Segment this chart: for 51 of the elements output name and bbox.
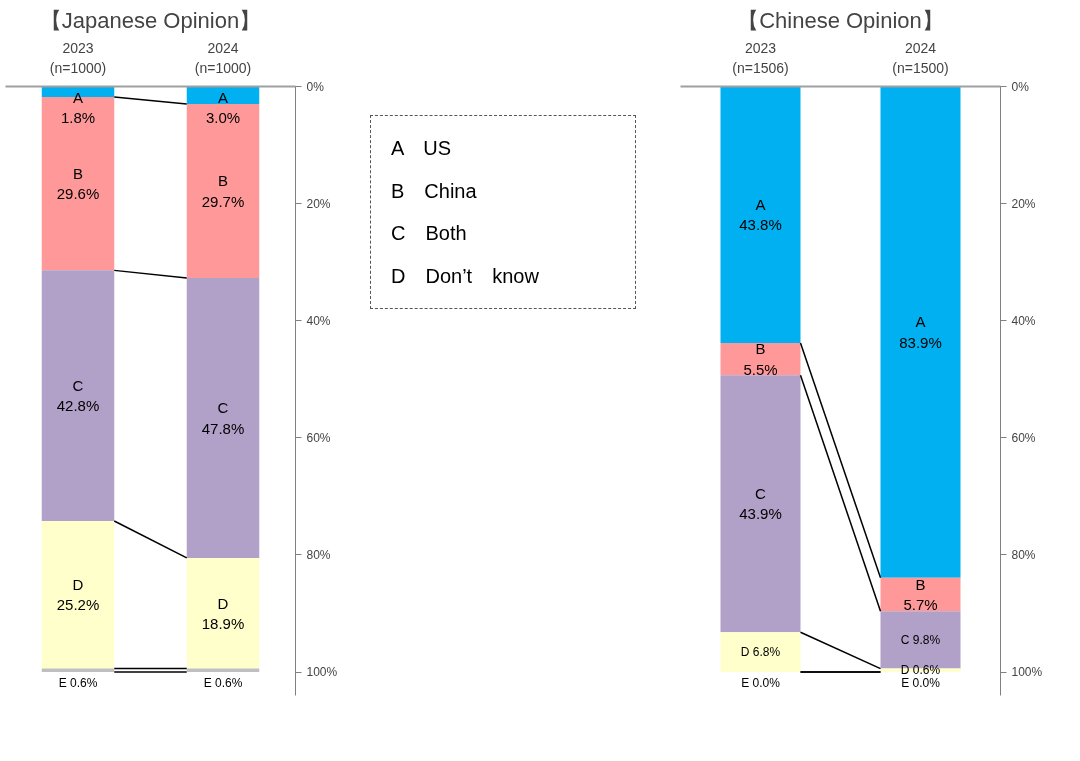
data-label: D 18.9% <box>201 594 245 632</box>
data-label: C 9.8% <box>900 632 941 647</box>
x-tick-label: 2024 (n=1000) <box>194 40 252 76</box>
y-tick-label: 80% <box>306 547 331 562</box>
y-tick-label: 0% <box>306 79 325 94</box>
y-tick-label: 80% <box>1011 547 1036 562</box>
data-label: C 42.8% <box>56 376 100 415</box>
bar <box>186 104 260 278</box>
data-label: A 43.8% <box>739 196 782 234</box>
data-label: B 29.6% <box>56 165 100 203</box>
data-label: B 29.7% <box>201 172 245 210</box>
bar <box>720 375 801 633</box>
text: D Don’t know <box>391 263 540 289</box>
data-label: C 43.9% <box>739 485 782 523</box>
bar <box>186 557 260 669</box>
chart-title: 【Chinese Opinion】 <box>737 7 944 33</box>
data-label: D 0.6% <box>900 663 941 678</box>
data-label: E 0.6% <box>203 676 243 691</box>
data-label: A 83.9% <box>899 313 942 351</box>
data-label: A 3.0% <box>205 88 241 126</box>
y-tick-label: 100% <box>1011 665 1043 680</box>
data-label: D 25.2% <box>56 576 100 614</box>
y-tick-label: 0% <box>1011 79 1030 94</box>
text: A US <box>391 136 453 161</box>
bar <box>41 270 115 521</box>
data-label: D 6.8% <box>740 645 781 660</box>
bar <box>720 86 801 343</box>
y-tick-label: 60% <box>306 430 331 445</box>
bar <box>880 577 961 612</box>
y-tick-label: 100% <box>306 665 338 680</box>
data-label: E 0.0% <box>741 676 781 691</box>
y-tick-label: 40% <box>306 313 331 328</box>
y-tick-label: 40% <box>1011 313 1036 328</box>
text: B China <box>391 178 478 204</box>
bar <box>720 632 801 673</box>
bar <box>186 277 260 558</box>
data-label: E 0.6% <box>58 676 98 691</box>
x-tick-label: 2024 (n=1500) <box>892 40 949 76</box>
data-label: B 5.5% <box>743 340 778 378</box>
y-tick-label: 20% <box>1011 196 1036 211</box>
y-tick-label: 60% <box>1011 430 1036 445</box>
bar <box>41 521 115 669</box>
x-tick-label: 2023 (n=1506) <box>732 40 789 76</box>
bar <box>880 86 961 578</box>
text: C Both <box>391 221 468 247</box>
y-tick-label: 20% <box>306 196 331 211</box>
data-label: C 47.8% <box>201 399 245 437</box>
x-tick-label: 2023 (n=1000) <box>49 40 107 76</box>
chart-title: 【Japanese Opinion】 <box>39 7 262 33</box>
data-label: E 0.0% <box>901 676 941 691</box>
data-label: B 5.7% <box>903 575 938 614</box>
